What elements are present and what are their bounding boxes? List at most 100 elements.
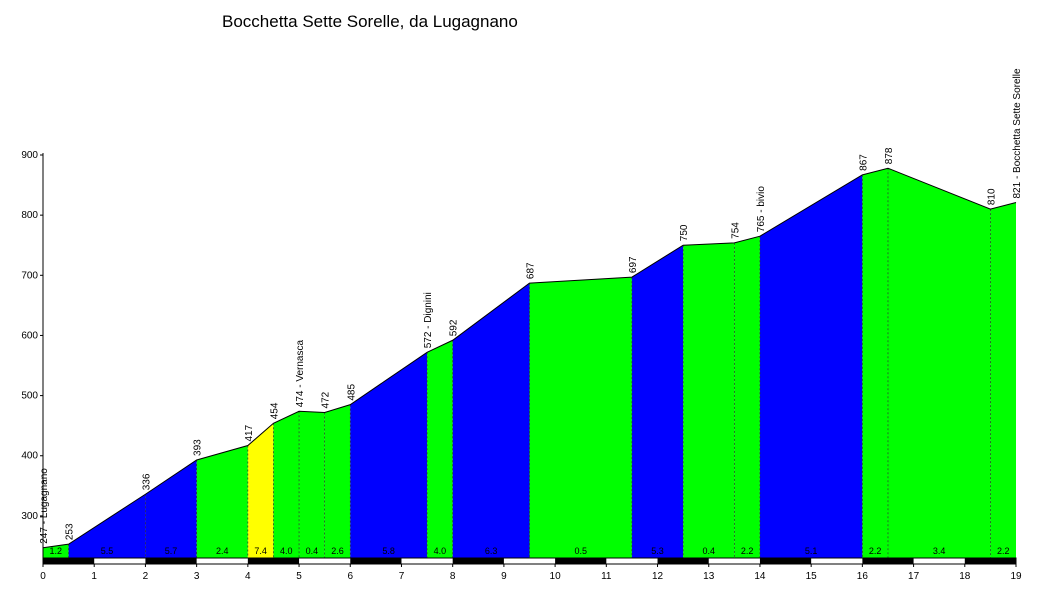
scale-bar-block xyxy=(145,558,197,564)
x-tick-label: 18 xyxy=(959,571,971,582)
y-tick-label: 800 xyxy=(21,210,38,221)
point-label: 485 xyxy=(346,383,357,400)
segment-area xyxy=(887,168,991,558)
scale-bar-block xyxy=(759,558,812,564)
point-label: 687 xyxy=(526,262,537,279)
point-label: 417 xyxy=(244,424,255,441)
x-tick-label: 5 xyxy=(296,571,302,582)
y-tick-label: 300 xyxy=(21,511,38,522)
x-tick-label: 3 xyxy=(194,571,200,582)
point-label: 393 xyxy=(193,439,204,456)
segment-area xyxy=(452,283,530,558)
x-tick-label: 16 xyxy=(857,571,869,582)
x-tick-label: 8 xyxy=(450,571,456,582)
y-tick-label: 500 xyxy=(21,391,38,402)
x-tick-label: 4 xyxy=(245,571,251,582)
scale-bar-block xyxy=(657,558,709,564)
point-label: 867 xyxy=(858,154,869,171)
grade-label: 5.8 xyxy=(382,546,395,556)
segment-dividers xyxy=(68,168,991,558)
segment-area xyxy=(247,423,274,558)
x-tick-label: 15 xyxy=(806,571,818,582)
grade-label: 5.3 xyxy=(651,546,664,556)
scale-bar-block xyxy=(862,558,914,564)
point-label: 810 xyxy=(986,188,997,205)
point-labels: 247 - Lugagnano 253 336 393 417 454 474 - Vern… xyxy=(39,68,1023,544)
y-tick-label: 900 xyxy=(21,150,38,161)
scale-bar-block xyxy=(247,558,300,564)
segment-area xyxy=(759,174,863,559)
y-tick-label: 400 xyxy=(21,451,38,462)
x-tick-label: 6 xyxy=(347,571,353,582)
x-tick-label: 13 xyxy=(703,571,715,582)
point-label: 821 - Bocchetta Sette Sorelle xyxy=(1012,68,1023,199)
distance-scale-bar: 0 1 2 3 4 5 6 7 8 9 10 11 12 13 14 15 16 17 18 19 xyxy=(40,557,1022,582)
scale-bar-block xyxy=(452,558,504,564)
scale-bar-block xyxy=(350,558,402,564)
grade-label: 1.2 xyxy=(50,546,63,556)
y-tick-label: 600 xyxy=(21,330,38,341)
profile-outline xyxy=(42,167,1017,549)
segment-area xyxy=(68,494,146,558)
grade-label: 0.4 xyxy=(306,546,319,556)
x-tick-label: 0 xyxy=(40,571,46,582)
scale-bar-block xyxy=(555,558,607,564)
point-label: 472 xyxy=(321,391,332,408)
point-label: 336 xyxy=(141,473,152,490)
grade-label: 6.3 xyxy=(485,546,498,556)
grade-label: 0.4 xyxy=(702,546,715,556)
point-label: 750 xyxy=(679,224,690,241)
segment-area xyxy=(324,404,351,558)
grade-labels: 1.2 5.5 5.7 2.4 7.4 4.0 0.4 2.6 5.8 4.0 6.3 0.5 5.3 0… xyxy=(50,546,1010,556)
grade-label: 4.0 xyxy=(434,546,447,556)
chart-title: Bocchetta Sette Sorelle, da Lugagnano xyxy=(222,12,518,31)
x-tick-label: 1 xyxy=(91,571,97,582)
point-label: 253 xyxy=(65,523,76,540)
grade-label: 5.1 xyxy=(805,546,818,556)
point-label: 572 - Dignini xyxy=(423,292,434,348)
grade-label: 2.4 xyxy=(216,546,229,556)
axes: 300 400 500 600 700 800 900 xyxy=(21,150,44,558)
grade-label: 5.7 xyxy=(165,546,178,556)
x-tick-label: 19 xyxy=(1010,571,1022,582)
segment-area xyxy=(529,277,632,558)
x-tick-label: 9 xyxy=(501,571,507,582)
grade-label: 2.2 xyxy=(741,546,754,556)
segment-area xyxy=(683,242,735,558)
scale-bar-block xyxy=(964,558,1016,564)
segment-area xyxy=(862,168,888,558)
point-label: 454 xyxy=(269,402,280,419)
x-tick-label: 14 xyxy=(754,571,766,582)
segment-area xyxy=(145,459,197,558)
grade-label: 2.6 xyxy=(331,546,344,556)
segment-area xyxy=(350,352,428,558)
segment-area xyxy=(273,411,300,558)
y-tick-label: 700 xyxy=(21,270,38,281)
segment-area xyxy=(990,202,1016,558)
x-tick-label: 2 xyxy=(143,571,149,582)
segment-area xyxy=(196,445,248,558)
x-tick-label: 11 xyxy=(601,571,612,582)
x-tick-label: 17 xyxy=(908,571,920,582)
grade-label: 2.2 xyxy=(869,546,882,556)
segment-area xyxy=(631,245,684,558)
scale-bar-block xyxy=(43,558,95,564)
point-label: 765 - bivio xyxy=(756,186,767,233)
x-tick-label: 10 xyxy=(550,571,562,582)
segment-area xyxy=(43,544,69,558)
grade-label: 5.5 xyxy=(101,546,114,556)
grade-label: 0.5 xyxy=(574,546,587,556)
point-label: 474 - Vernasca xyxy=(295,340,306,408)
point-label: 592 xyxy=(449,319,460,336)
profile-line xyxy=(42,167,1017,549)
point-label: 878 xyxy=(884,147,895,164)
point-label: 247 - Lugagnano xyxy=(39,468,50,544)
grade-label: 4.0 xyxy=(280,546,293,556)
segment-area xyxy=(734,236,760,559)
x-tick-label: 7 xyxy=(399,571,405,582)
grade-label: 3.4 xyxy=(933,546,946,556)
x-tick-label: 12 xyxy=(652,571,664,582)
segment-area xyxy=(299,411,325,558)
segment-area xyxy=(427,340,453,558)
